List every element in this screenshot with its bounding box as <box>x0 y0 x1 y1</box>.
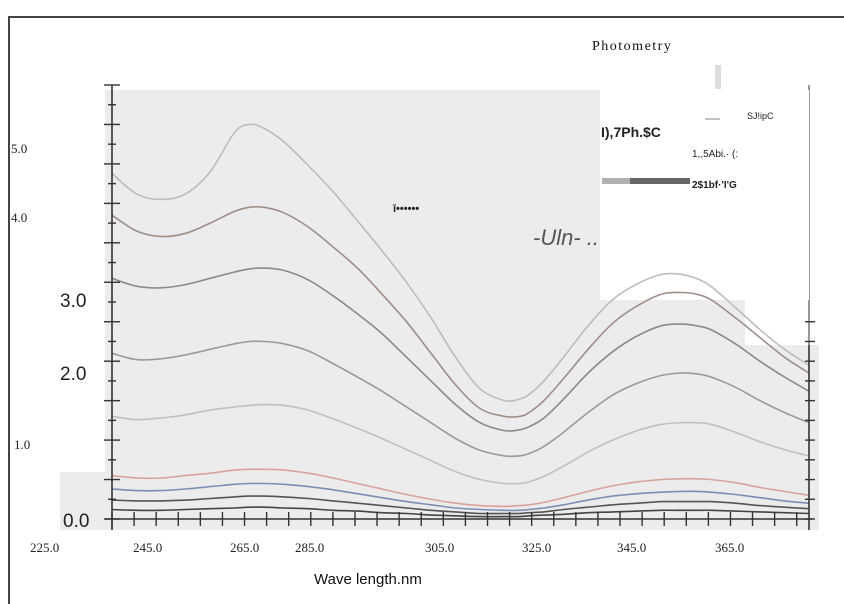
x-axis-label: Wave length.nm <box>314 571 422 588</box>
legend-entry-1: I),7Ph.$C <box>601 124 661 140</box>
series-layer <box>111 123 810 518</box>
x-tick-label-7: 365.0 <box>715 540 744 555</box>
tick-layer <box>104 84 815 526</box>
chart-title: Photometry <box>592 39 672 54</box>
dotted-annotation: ī•••••• <box>392 203 419 215</box>
title-marker <box>715 65 721 89</box>
y-tick-label-0: 0.0 <box>63 511 89 532</box>
legend-swatch-dark <box>630 178 690 184</box>
legend-entry-2: 1,,5Abi.· (: <box>692 149 738 160</box>
series-line-8 <box>111 495 810 515</box>
x-tick-label-2: 265.0 <box>230 540 259 555</box>
legend: SJ!ipC I),7Ph.$C 1,,5Abi.· (: 2$1bf·'I'G <box>600 90 809 300</box>
x-tick-label-3: 285.0 <box>295 540 324 555</box>
x-tick-label-5: 325.0 <box>522 540 551 555</box>
italic-annotation: -Uln- .. <box>533 225 599 250</box>
legend-background <box>600 90 809 300</box>
legend-swatch-light <box>602 178 632 184</box>
legend-header: SJ!ipC <box>747 111 774 121</box>
x-tick-label-6: 345.0 <box>617 540 646 555</box>
series-line-3 <box>111 267 810 432</box>
x-tick-label-0: 225.0 <box>30 540 59 555</box>
series-line-4 <box>111 340 810 458</box>
series-line-6 <box>111 468 810 508</box>
series-line-9 <box>111 506 810 518</box>
series-line-5 <box>111 403 810 485</box>
legend-entry-3: 2$1bf·'I'G <box>692 180 737 191</box>
y-tick-label-5: 5.0 <box>11 141 27 156</box>
y-tick-label-1: 1.0 <box>14 437 30 452</box>
y-tick-label-4: 4.0 <box>11 210 27 225</box>
y-tick-label-3: 3.0 <box>60 291 86 312</box>
series-line-2 <box>111 205 810 418</box>
series-line-7 <box>111 482 810 512</box>
x-tick-label-1: 245.0 <box>133 540 162 555</box>
series-line-1 <box>111 123 810 403</box>
plot-background-lower-left <box>60 472 110 530</box>
y-tick-label-2: 2.0 <box>60 364 86 385</box>
x-tick-label-4: 305.0 <box>425 540 454 555</box>
